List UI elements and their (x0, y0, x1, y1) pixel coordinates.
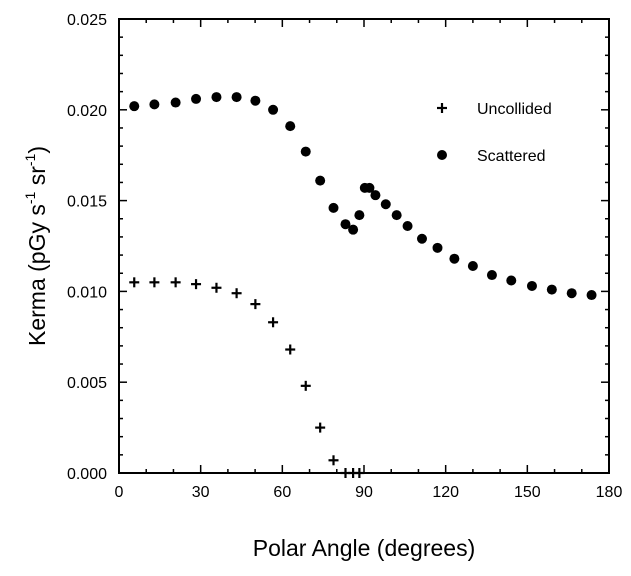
point-scattered (211, 92, 222, 103)
point-uncollided (211, 282, 222, 293)
point-uncollided (231, 288, 242, 299)
point-scattered (449, 253, 460, 264)
legend-marker-uncollided (437, 103, 447, 113)
point-scattered (586, 290, 597, 301)
y-axis-title-main: Kerma (pGy s (24, 204, 50, 346)
x-tick-label: 180 (596, 484, 623, 501)
point-uncollided (354, 468, 365, 478)
legend: Uncollided Scattered (437, 101, 552, 165)
point-scattered (340, 219, 351, 230)
point-uncollided (315, 422, 326, 433)
point-scattered (391, 210, 402, 221)
plot-frame (118, 18, 610, 474)
x-tick-label: 30 (192, 484, 210, 501)
y-axis-title-end: ) (24, 146, 50, 154)
point-scattered (354, 210, 365, 221)
point-scattered (486, 270, 497, 281)
point-scattered (300, 146, 311, 157)
y-axis-title-mid: sr (24, 166, 50, 192)
point-scattered (268, 104, 279, 115)
y-tick-label: 0.020 (67, 103, 107, 120)
point-uncollided (285, 344, 296, 355)
point-scattered (416, 233, 427, 244)
legend-symbol-uncollided (437, 103, 447, 113)
point-uncollided (328, 455, 339, 466)
point-uncollided (129, 277, 140, 288)
point-uncollided (300, 380, 311, 391)
axis-tick-labels: 0 30 60 90 120 150 180 0.000 0.005 0.010 0.015 0.02… (67, 12, 622, 501)
y-axis-title-sup2: -1 (22, 153, 38, 166)
x-tick-label: 90 (355, 484, 373, 501)
y-tick-label: 0.010 (67, 284, 107, 301)
point-scattered (149, 99, 160, 110)
point-scattered (129, 101, 140, 112)
point-scattered (526, 280, 537, 291)
data-points (129, 92, 597, 478)
legend-label-scattered: Scattered (477, 148, 545, 165)
point-scattered (506, 275, 517, 286)
point-scattered (467, 260, 478, 271)
point-scattered (380, 199, 391, 210)
point-scattered (250, 95, 261, 106)
point-scattered (328, 202, 339, 213)
x-tick-label: 120 (432, 484, 459, 501)
point-scattered (402, 221, 413, 232)
point-uncollided (250, 299, 261, 310)
point-scattered (546, 284, 557, 295)
legend-symbol-scattered (437, 150, 447, 160)
x-tick-label: 60 (273, 484, 291, 501)
point-uncollided (149, 277, 160, 288)
legend-label-uncollided: Uncollided (477, 101, 552, 118)
y-tick-label: 0.025 (67, 12, 107, 29)
point-scattered (370, 190, 381, 201)
point-scattered (364, 182, 375, 193)
point-scattered (348, 224, 359, 235)
point-scattered (170, 97, 181, 108)
x-tick-label: 0 (115, 484, 124, 501)
point-scattered (315, 175, 326, 186)
point-uncollided (191, 279, 202, 290)
y-axis-title-sup1: -1 (22, 191, 38, 204)
point-scattered (191, 93, 202, 104)
point-scattered (566, 288, 577, 299)
x-tick-label: 150 (514, 484, 541, 501)
y-axis-title: Kerma (pGy s-1 sr-1) (22, 146, 50, 346)
y-tick-label: 0.000 (67, 466, 107, 483)
x-axis-title: Polar Angle (degrees) (253, 535, 475, 561)
point-uncollided (170, 277, 181, 288)
point-scattered (285, 121, 296, 132)
legend-marker-scattered (437, 150, 447, 160)
point-scattered (432, 242, 443, 253)
y-tick-label: 0.015 (67, 194, 107, 211)
y-tick-label: 0.005 (67, 375, 107, 392)
point-scattered (231, 92, 242, 103)
point-uncollided (268, 317, 279, 328)
axis-ticks (118, 18, 610, 474)
